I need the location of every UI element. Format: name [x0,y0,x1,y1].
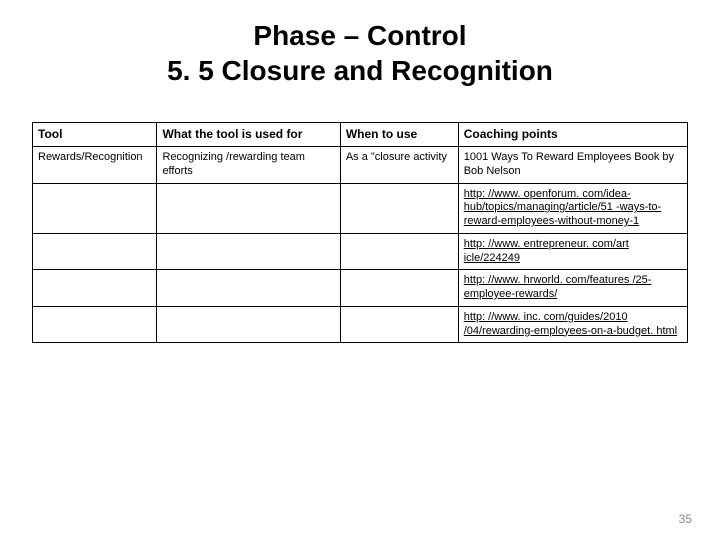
resource-link[interactable]: http: //www. entrepreneur. com/art icle/… [464,238,629,264]
cell-link: http: //www. entrepreneur. com/art icle/… [458,233,687,270]
title-line-2: 5. 5 Closure and Recognition [167,55,553,86]
cell-empty [340,233,458,270]
cell-empty [33,183,157,233]
cell-empty [157,270,340,307]
cell-empty [157,233,340,270]
page-number: 35 [679,512,692,526]
cell-empty [33,306,157,343]
cell-empty [340,183,458,233]
cell-empty [340,306,458,343]
cell-when: As a "closure activity [340,147,458,184]
resource-link[interactable]: http: //www. openforum. com/idea-hub/top… [464,188,661,228]
cell-empty [33,270,157,307]
col-header-used-for: What the tool is used for [157,123,340,147]
cell-link: http: //www. hrworld. com/features /25-e… [458,270,687,307]
cell-link: http: //www. inc. com/guides/2010 /04/re… [458,306,687,343]
slide-title: Phase – Control 5. 5 Closure and Recogni… [32,18,688,88]
col-header-coaching: Coaching points [458,123,687,147]
col-header-when: When to use [340,123,458,147]
cell-link: http: //www. openforum. com/idea-hub/top… [458,183,687,233]
slide: Phase – Control 5. 5 Closure and Recogni… [0,0,720,540]
table-row: http: //www. inc. com/guides/2010 /04/re… [33,306,688,343]
cell-used-for: Recognizing /rewarding team efforts [157,147,340,184]
resource-link[interactable]: http: //www. hrworld. com/features /25-e… [464,274,652,300]
col-header-tool: Tool [33,123,157,147]
cell-empty [340,270,458,307]
table-row: http: //www. entrepreneur. com/art icle/… [33,233,688,270]
cell-empty [157,306,340,343]
table-row: http: //www. openforum. com/idea-hub/top… [33,183,688,233]
cell-tool: Rewards/Recognition [33,147,157,184]
content-table: Tool What the tool is used for When to u… [32,122,688,343]
cell-empty [33,233,157,270]
resource-link[interactable]: http: //www. inc. com/guides/2010 /04/re… [464,311,677,337]
cell-empty [157,183,340,233]
title-line-1: Phase – Control [253,20,466,51]
table-row: http: //www. hrworld. com/features /25-e… [33,270,688,307]
table-header-row: Tool What the tool is used for When to u… [33,123,688,147]
table-row: Rewards/Recognition Recognizing /rewardi… [33,147,688,184]
cell-coaching: 1001 Ways To Reward Employees Book by Bo… [458,147,687,184]
